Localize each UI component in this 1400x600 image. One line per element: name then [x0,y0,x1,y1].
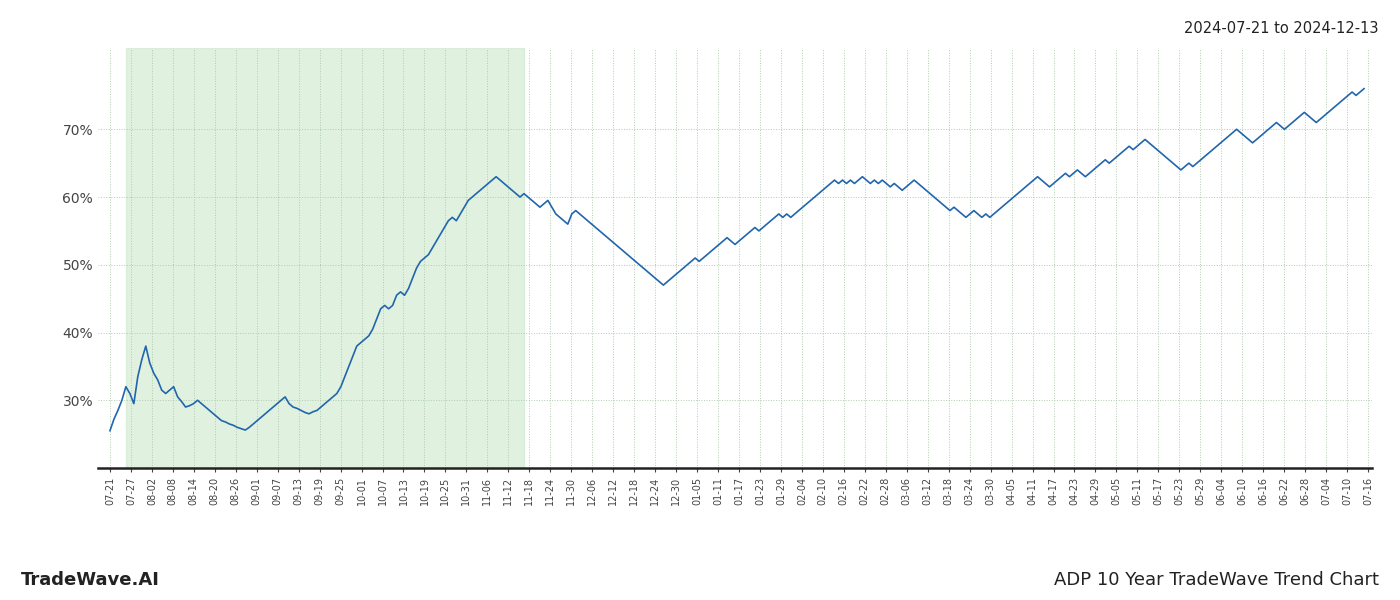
Text: 2024-07-21 to 2024-12-13: 2024-07-21 to 2024-12-13 [1184,21,1379,36]
Text: TradeWave.AI: TradeWave.AI [21,571,160,589]
Bar [126,48,524,468]
Text: ADP 10 Year TradeWave Trend Chart: ADP 10 Year TradeWave Trend Chart [1054,571,1379,589]
